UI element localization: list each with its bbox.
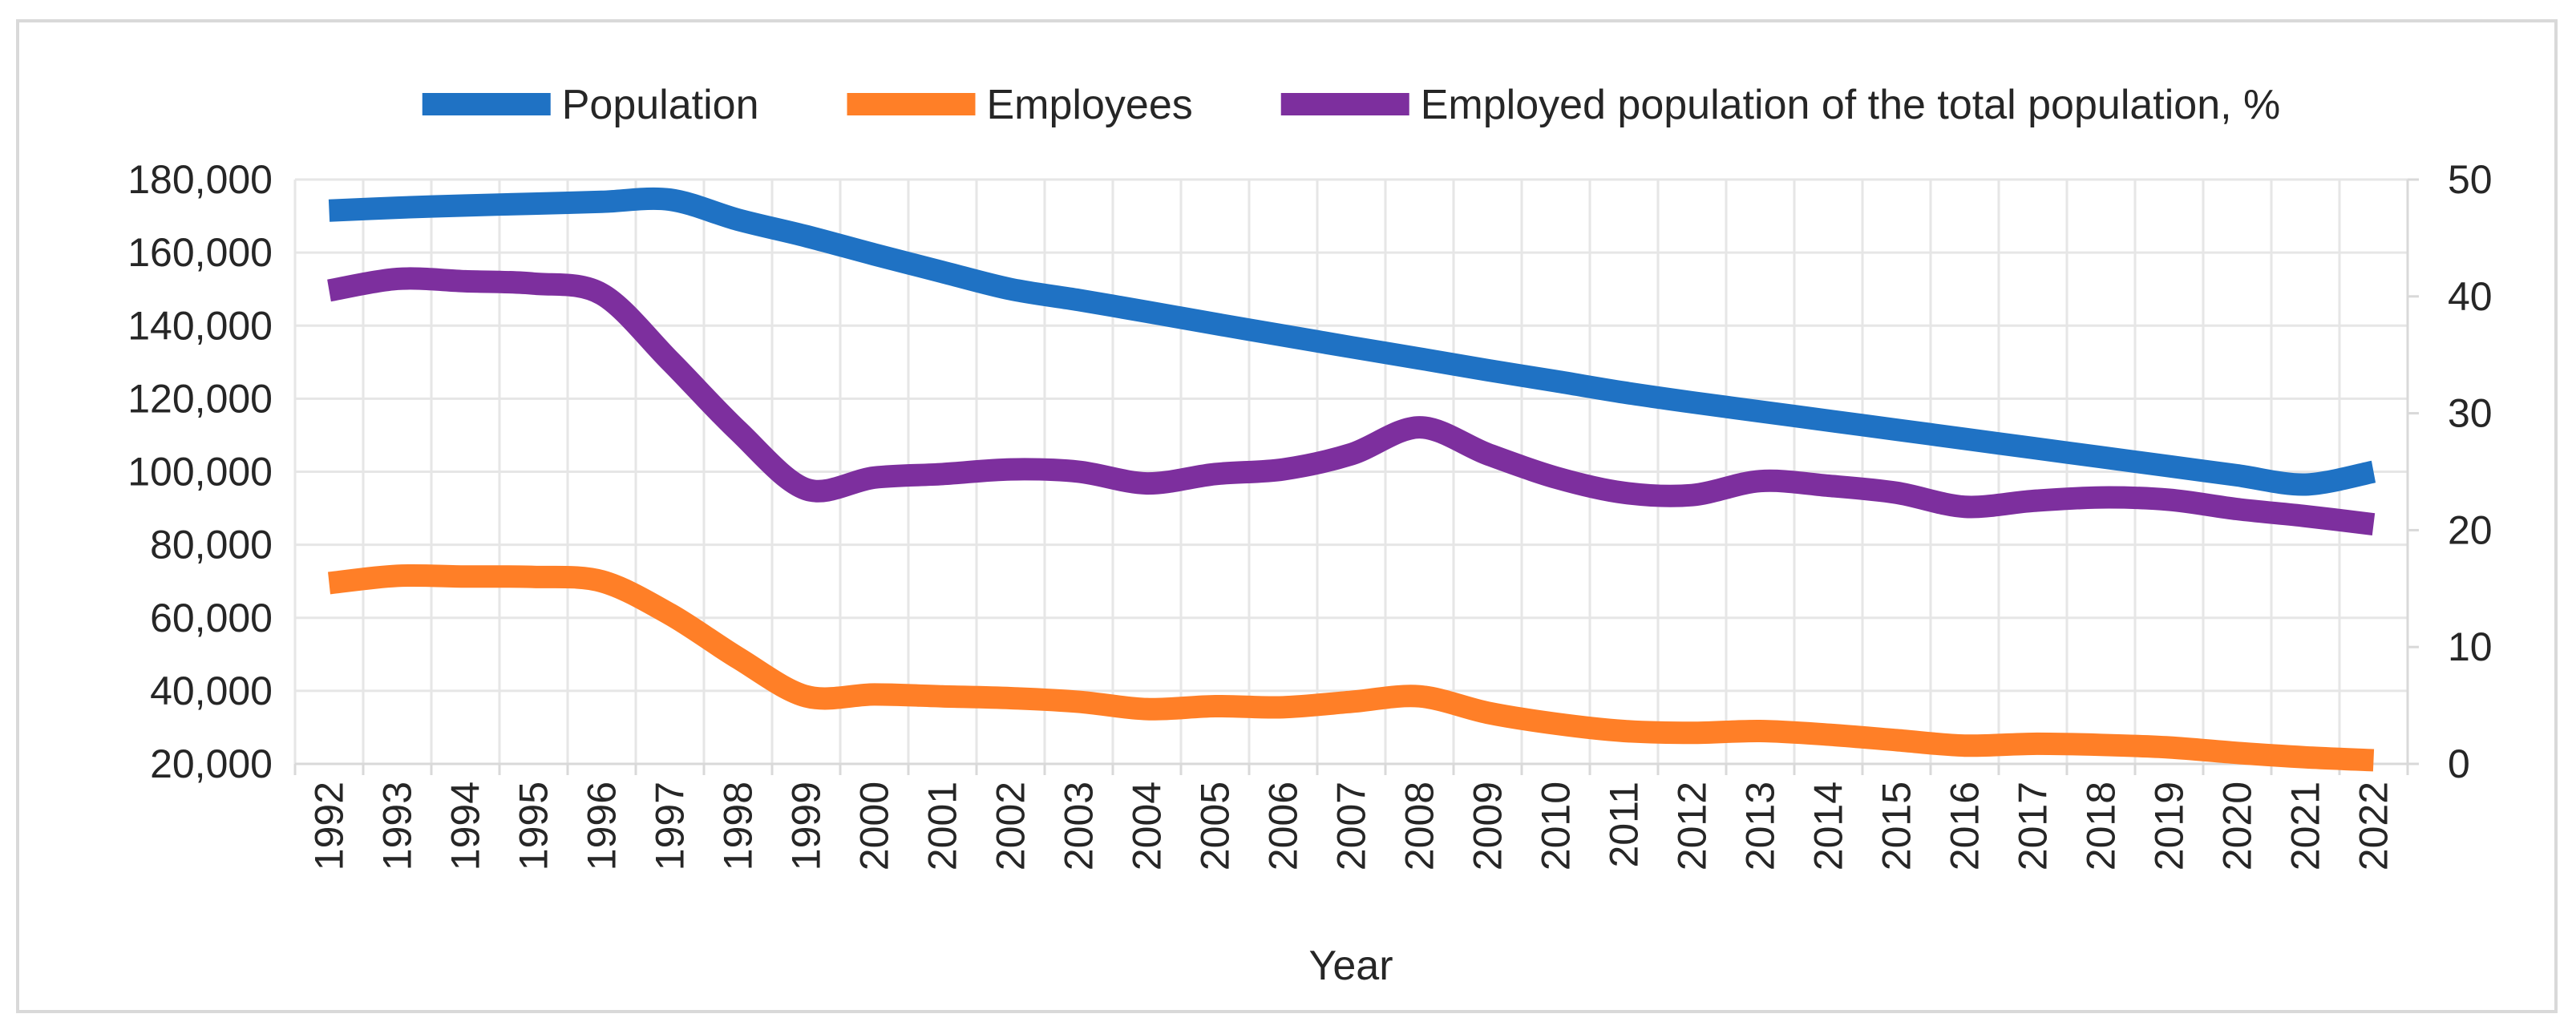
left-axis-tick-label: 120,000	[127, 376, 273, 421]
x-axis-tick-label: 2008	[1397, 782, 1442, 870]
right-axis-tick-label: 0	[2448, 741, 2470, 786]
x-axis-tick-label: 2013	[1738, 782, 1783, 870]
x-axis-tick-label: 2017	[2011, 782, 2056, 870]
legend: Population Employees Employed population o…	[422, 82, 2281, 128]
x-axis-tick-label: 1992	[307, 782, 352, 870]
right-axis-tick-label: 20	[2448, 507, 2493, 552]
left-axis-tick-label: 40,000	[150, 668, 273, 713]
x-axis-tick-label: 2019	[2147, 782, 2192, 870]
legend-label-population: Population	[562, 82, 759, 128]
right-axis-ticks: 0 10 20 30 40 50	[2448, 157, 2493, 786]
right-axis-tick-label: 10	[2448, 624, 2493, 669]
left-axis-tick-label: 100,000	[127, 450, 273, 495]
x-axis-tick-label: 2009	[1466, 782, 1510, 870]
x-axis-tick-label: 2014	[1806, 782, 1851, 870]
right-axis-tick-label: 40	[2448, 274, 2493, 319]
left-axis-tick-label: 140,000	[127, 303, 273, 348]
x-axis-tick-label: 2004	[1125, 782, 1170, 870]
left-axis-tick-label: 180,000	[127, 157, 273, 202]
left-axis-ticks: 20,000 40,000 60,000 80,000 100,000 120,000 14…	[127, 157, 273, 786]
x-axis-tick-label: 2010	[1534, 782, 1579, 870]
x-axis-title: Year	[1308, 943, 1393, 989]
x-axis-tick-label: 1997	[648, 782, 693, 870]
x-axis-tick-label: 2012	[1670, 782, 1715, 870]
x-axis-tick-label: 2015	[1874, 782, 1919, 870]
x-axis-tick-label: 1994	[443, 782, 488, 870]
left-axis-tick-label: 60,000	[150, 596, 273, 640]
x-axis-tick-label: 1993	[375, 782, 420, 870]
legend-label-employed-population-of-the-total-population: Employed population of the total populat…	[1421, 82, 2281, 128]
right-axis-tick-label: 50	[2448, 157, 2493, 202]
x-axis-tick-label: 2020	[2215, 782, 2260, 870]
right-axis-tick-label: 30	[2448, 391, 2493, 436]
x-axis-tick-label: 2022	[2352, 782, 2396, 870]
x-axis-tick-label: 2011	[1602, 782, 1647, 868]
x-axis-tick-label: 1998	[716, 782, 761, 870]
x-axis-tick-label: 2003	[1057, 782, 1102, 870]
left-axis-tick-label: 20,000	[150, 741, 273, 786]
x-axis-tick-label: 2002	[989, 782, 1033, 870]
gridlines	[293, 178, 2409, 765]
legend-label-employees: Employees	[987, 82, 1193, 128]
x-axis-tick-label: 2005	[1193, 782, 1238, 870]
series-line-population	[328, 187, 2376, 496]
x-axis-tick-label: 1999	[784, 782, 829, 870]
x-axis-tick-label: 2018	[2079, 782, 2124, 870]
series-line-employees	[327, 563, 2375, 772]
x-axis-tick-label: 1995	[512, 782, 556, 870]
series-lines	[326, 187, 2376, 772]
x-axis-tick-label: 2016	[1943, 782, 1988, 870]
x-axis-tick-label: 1996	[580, 782, 625, 870]
x-axis-tick-label: 2006	[1261, 782, 1306, 870]
x-axis-tick-label: 2001	[920, 782, 965, 870]
left-axis-tick-label: 160,000	[127, 230, 273, 275]
x-axis-tick-label: 2000	[852, 782, 897, 870]
x-axis-tick-label: 2021	[2283, 782, 2328, 870]
x-axis-ticks: 1992 1993 1994 1995 1996 1997 1998 1999 2000 2001…	[307, 782, 2396, 870]
left-axis-tick-label: 80,000	[150, 523, 273, 568]
x-axis-tick-label: 2007	[1329, 782, 1374, 870]
series-line-employed-population-of-the-total-population	[326, 267, 2376, 536]
axes	[293, 178, 2419, 775]
